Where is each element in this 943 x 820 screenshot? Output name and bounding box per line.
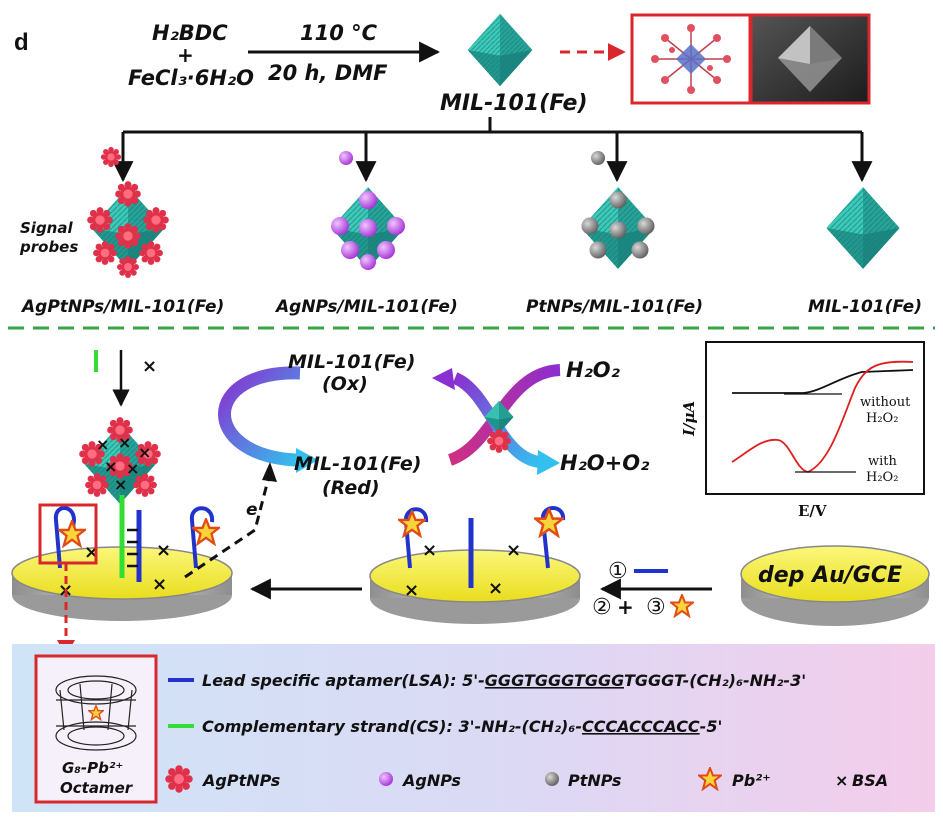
svg-text:×: × bbox=[488, 578, 503, 599]
legend-lsa-text: Lead specific aptamer(LSA): 5'-GGGTGGGTG… bbox=[202, 671, 806, 690]
cv-plot bbox=[705, 341, 925, 495]
legend-cs-text: Complementary strand(CS): 3'-NH₂-(CH₂)₆-… bbox=[202, 717, 722, 736]
crystal-structure-inset bbox=[630, 13, 752, 105]
condition-time-solvent: 20 h, DMF bbox=[268, 61, 388, 85]
signal-probes-label-2: probes bbox=[19, 238, 78, 256]
cycle-arc-left bbox=[218, 366, 301, 467]
probe-agnps bbox=[331, 187, 405, 270]
svg-text:×: × bbox=[404, 580, 419, 601]
electrode-bare bbox=[740, 545, 930, 626]
synthesis-plus: + bbox=[177, 43, 194, 67]
step-3-marker: ③ bbox=[646, 595, 666, 620]
electrode-label: dep Au/GCE bbox=[758, 563, 902, 588]
plot-ylabel: I/μA bbox=[680, 401, 698, 437]
probe-label-agptnps: AgPtNPs/MIL-101(Fe) bbox=[20, 297, 224, 317]
curve-with-label-2: H₂O₂ bbox=[866, 470, 898, 485]
ox-label-2: (Ox) bbox=[322, 373, 368, 395]
signal-probes-label-1: Signal bbox=[20, 219, 73, 237]
svg-text:×: × bbox=[156, 540, 171, 561]
branch-tree bbox=[112, 117, 873, 183]
electron-label: e bbox=[246, 500, 258, 520]
legend-ptnps-label: PtNPs bbox=[568, 771, 621, 790]
probe-mil101-bare bbox=[826, 187, 900, 269]
octamer-box bbox=[34, 654, 158, 804]
product-label: MIL-101(Fe) bbox=[440, 91, 588, 116]
panel-letter: d bbox=[14, 29, 29, 56]
red-label-1: MIL-101(Fe) bbox=[294, 453, 421, 475]
octamer-highlight-box bbox=[38, 503, 98, 565]
red-label-2: (Red) bbox=[322, 477, 380, 499]
plot-xlabel: E/V bbox=[798, 502, 827, 520]
probe-ptnps bbox=[581, 187, 655, 269]
svg-text:×: × bbox=[506, 540, 521, 561]
curve-without-label-2: H₂O₂ bbox=[866, 411, 898, 426]
probe-label-ptnps: PtNPs/MIL-101(Fe) bbox=[526, 297, 703, 317]
svg-text:×: × bbox=[422, 540, 437, 561]
agnp-particle-icon bbox=[339, 151, 353, 165]
agptnp-particle-icon bbox=[100, 146, 122, 168]
condition-temperature: 110 °C bbox=[300, 21, 378, 45]
products-label: H₂O+O₂ bbox=[560, 451, 650, 475]
h2o2-label: H₂O₂ bbox=[566, 358, 621, 382]
curve-with-label-1: with bbox=[868, 454, 898, 469]
legend-panel bbox=[12, 644, 935, 812]
legend-agptnps-label: AgPtNPs bbox=[201, 771, 280, 790]
step-1-marker: ① bbox=[608, 559, 628, 584]
svg-text:×: × bbox=[126, 459, 139, 478]
electrode-aptamer: × ×× × bbox=[369, 506, 581, 624]
step-2-marker: ② bbox=[592, 595, 612, 620]
cycle-arc-ox-head bbox=[432, 368, 455, 390]
octamer-label-1: G₈-Pb²⁺ bbox=[62, 759, 123, 777]
sem-image-inset bbox=[749, 13, 871, 105]
svg-text:×: × bbox=[104, 457, 117, 476]
ptnp-particle-icon bbox=[591, 151, 605, 165]
mil101-octahedron-icon bbox=[467, 13, 533, 87]
probe-bound-complex: × ×× × ×× bbox=[79, 417, 161, 504]
svg-text:×: × bbox=[114, 475, 127, 494]
legend-pb-label: Pb²⁺ bbox=[732, 771, 771, 790]
probe-label-mil101: MIL-101(Fe) bbox=[808, 297, 922, 317]
legend-bsa-icon: × bbox=[835, 771, 848, 790]
octamer-label-2: Octamer bbox=[60, 779, 134, 797]
legend-agptnps-icon bbox=[165, 765, 193, 793]
probe-agptnps bbox=[87, 181, 169, 278]
curve-without-label-1: without bbox=[860, 395, 911, 410]
svg-text:×: × bbox=[152, 574, 167, 595]
step-3-pb-icon bbox=[670, 594, 694, 617]
ox-label-1: MIL-101(Fe) bbox=[288, 351, 415, 373]
svg-text:×: × bbox=[138, 443, 151, 462]
cycle-arc-products-head bbox=[537, 450, 560, 475]
svg-text:×: × bbox=[96, 435, 109, 454]
step-2-plus: + bbox=[617, 595, 634, 619]
legend-agnps-icon bbox=[379, 772, 393, 786]
cycle-arc-left-head bbox=[296, 448, 318, 473]
probe-label-agnps: AgNPs/MIL-101(Fe) bbox=[274, 297, 458, 317]
reactant-fecl3: FeCl₃·6H₂O bbox=[128, 66, 254, 90]
bsa-mark: × bbox=[142, 356, 157, 377]
svg-text:×: × bbox=[118, 433, 131, 452]
legend-bsa-label: BSA bbox=[852, 771, 888, 790]
reactant-h2bdc: H₂BDC bbox=[152, 21, 228, 45]
legend-ptnps-icon bbox=[545, 772, 559, 786]
legend-agnps-label: AgNPs bbox=[401, 771, 461, 790]
catalyst-ball-icon bbox=[487, 429, 511, 453]
